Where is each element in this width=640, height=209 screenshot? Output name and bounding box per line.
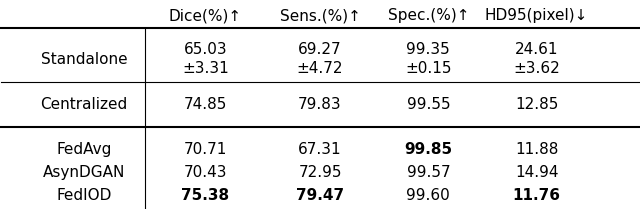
- Text: HD95(pixel)↓: HD95(pixel)↓: [485, 8, 588, 23]
- Text: 72.95: 72.95: [298, 165, 342, 180]
- Text: 79.47: 79.47: [296, 188, 344, 203]
- Text: 99.57: 99.57: [406, 165, 450, 180]
- Text: 14.94: 14.94: [515, 165, 559, 180]
- Text: FedIOD: FedIOD: [56, 188, 112, 203]
- Text: Dice(%)↑: Dice(%)↑: [169, 8, 242, 23]
- Text: FedAvg: FedAvg: [56, 142, 112, 157]
- Text: 12.85: 12.85: [515, 97, 558, 112]
- Text: AsynDGAN: AsynDGAN: [43, 165, 125, 180]
- Text: 24.61
±3.62: 24.61 ±3.62: [513, 42, 560, 76]
- Text: 99.35
±0.15: 99.35 ±0.15: [405, 42, 452, 76]
- Text: 75.38: 75.38: [181, 188, 229, 203]
- Text: 99.60: 99.60: [406, 188, 450, 203]
- Text: 11.88: 11.88: [515, 142, 558, 157]
- Text: 65.03
±3.31: 65.03 ±3.31: [182, 42, 228, 76]
- Text: 99.85: 99.85: [404, 142, 452, 157]
- Text: Sens.(%)↑: Sens.(%)↑: [280, 8, 360, 23]
- Text: 70.43: 70.43: [184, 165, 227, 180]
- Text: 11.76: 11.76: [513, 188, 561, 203]
- Text: Spec.(%)↑: Spec.(%)↑: [388, 8, 469, 23]
- Text: Centralized: Centralized: [40, 97, 128, 112]
- Text: 70.71: 70.71: [184, 142, 227, 157]
- Text: 74.85: 74.85: [184, 97, 227, 112]
- Text: 79.83: 79.83: [298, 97, 342, 112]
- Text: Standalone: Standalone: [41, 52, 127, 67]
- Text: 67.31: 67.31: [298, 142, 342, 157]
- Text: 69.27
±4.72: 69.27 ±4.72: [297, 42, 343, 76]
- Text: 99.55: 99.55: [406, 97, 450, 112]
